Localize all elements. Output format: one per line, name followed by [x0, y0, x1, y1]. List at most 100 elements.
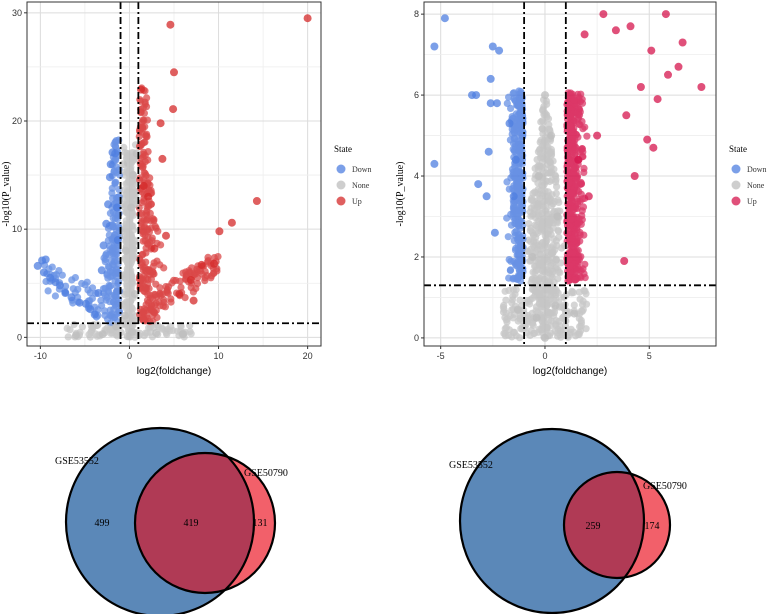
- data-point: [503, 178, 510, 185]
- data-point: [539, 125, 546, 132]
- data-point: [511, 329, 518, 336]
- data-point-up: [593, 132, 601, 140]
- data-point: [500, 330, 507, 337]
- data-point-up: [697, 83, 705, 91]
- data-point-up: [654, 95, 662, 103]
- x-tick-label: 5: [647, 351, 652, 361]
- data-point: [45, 287, 52, 294]
- data-point: [566, 173, 573, 180]
- data-point: [151, 309, 158, 316]
- data-point: [516, 334, 523, 341]
- data-point-down: [430, 43, 438, 51]
- volcano-plot-2: -5 0 502468log2(foldchange)-log10(P_value)…: [395, 2, 767, 377]
- data-point: [505, 233, 512, 240]
- data-point-none: [533, 314, 541, 322]
- data-point-none: [128, 328, 136, 336]
- legend-key-up: [732, 197, 741, 206]
- venn-intersection-count: 259: [586, 521, 601, 532]
- data-point-down: [493, 99, 501, 107]
- data-point-down: [491, 229, 499, 237]
- data-point-none: [541, 334, 549, 342]
- data-point-up: [175, 290, 183, 298]
- data-point: [167, 295, 174, 302]
- data-point: [160, 264, 167, 271]
- data-point: [539, 183, 546, 190]
- data-point-down: [472, 91, 480, 99]
- data-point: [566, 262, 573, 269]
- data-point: [141, 332, 148, 339]
- venn-set-a-name: GSE53552: [449, 460, 493, 471]
- data-point: [109, 313, 116, 320]
- data-point-down: [495, 47, 503, 55]
- data-point: [139, 161, 146, 168]
- data-point: [533, 222, 540, 229]
- data-point: [126, 283, 133, 290]
- data-point: [548, 254, 555, 261]
- data-point: [127, 318, 134, 325]
- data-point: [533, 267, 540, 274]
- data-point: [151, 291, 158, 298]
- data-point: [65, 333, 72, 340]
- data-point: [533, 303, 540, 310]
- venn-set-a-only-count: 499: [95, 518, 110, 529]
- data-point-none: [514, 306, 522, 314]
- venn-set-b-name: GSE50790: [643, 481, 687, 492]
- data-point: [576, 289, 583, 296]
- data-point: [111, 258, 118, 265]
- data-point-up: [215, 227, 223, 235]
- x-tick-label: 20: [303, 351, 313, 361]
- data-point: [571, 97, 578, 104]
- data-point: [109, 195, 116, 202]
- data-point: [66, 326, 73, 333]
- data-point: [583, 133, 590, 140]
- data-point: [563, 333, 570, 340]
- data-point: [188, 284, 195, 291]
- data-point-down: [106, 173, 114, 181]
- data-point: [503, 215, 510, 222]
- data-point-down: [512, 156, 520, 164]
- volcano-plot-1: -10 0 10 200102030log2(foldchange)-log10(P_…: [1, 2, 372, 377]
- data-point: [527, 227, 534, 234]
- data-point-up: [144, 193, 152, 201]
- legend-label-none: None: [352, 181, 370, 190]
- legend-title: State: [729, 144, 747, 154]
- data-point-none: [152, 329, 160, 337]
- legend-label-down: Down: [747, 165, 767, 174]
- y-axis-label: -log10(P_value): [1, 162, 12, 227]
- x-tick-label: 0: [542, 351, 547, 361]
- data-point: [514, 211, 521, 218]
- data-point: [126, 194, 133, 201]
- legend-label-down: Down: [352, 165, 372, 174]
- data-point: [150, 270, 157, 277]
- data-point-up: [169, 105, 177, 113]
- data-point-down: [98, 266, 106, 274]
- data-point: [519, 222, 526, 229]
- data-point: [567, 215, 574, 222]
- data-point: [525, 220, 532, 227]
- data-point: [511, 163, 518, 170]
- data-point-up: [637, 83, 645, 91]
- data-point-up: [304, 14, 312, 22]
- data-point: [79, 323, 86, 330]
- data-point: [569, 235, 576, 242]
- legend-label-none: None: [747, 181, 765, 190]
- data-point-none: [133, 149, 141, 157]
- data-point: [143, 268, 150, 275]
- data-point-up: [631, 172, 639, 180]
- data-point-down: [94, 289, 102, 297]
- data-point: [136, 126, 143, 133]
- data-point: [566, 122, 573, 129]
- data-point: [541, 111, 548, 118]
- data-point: [519, 132, 526, 139]
- data-point: [582, 274, 589, 281]
- data-point: [553, 183, 560, 190]
- data-point: [571, 146, 578, 153]
- data-point: [505, 94, 512, 101]
- data-point: [511, 135, 518, 142]
- data-point: [144, 297, 151, 304]
- data-point: [130, 247, 137, 254]
- legend-title: State: [334, 144, 352, 154]
- data-point-up: [158, 155, 166, 163]
- data-point-up: [150, 245, 158, 253]
- data-point-down: [102, 220, 110, 228]
